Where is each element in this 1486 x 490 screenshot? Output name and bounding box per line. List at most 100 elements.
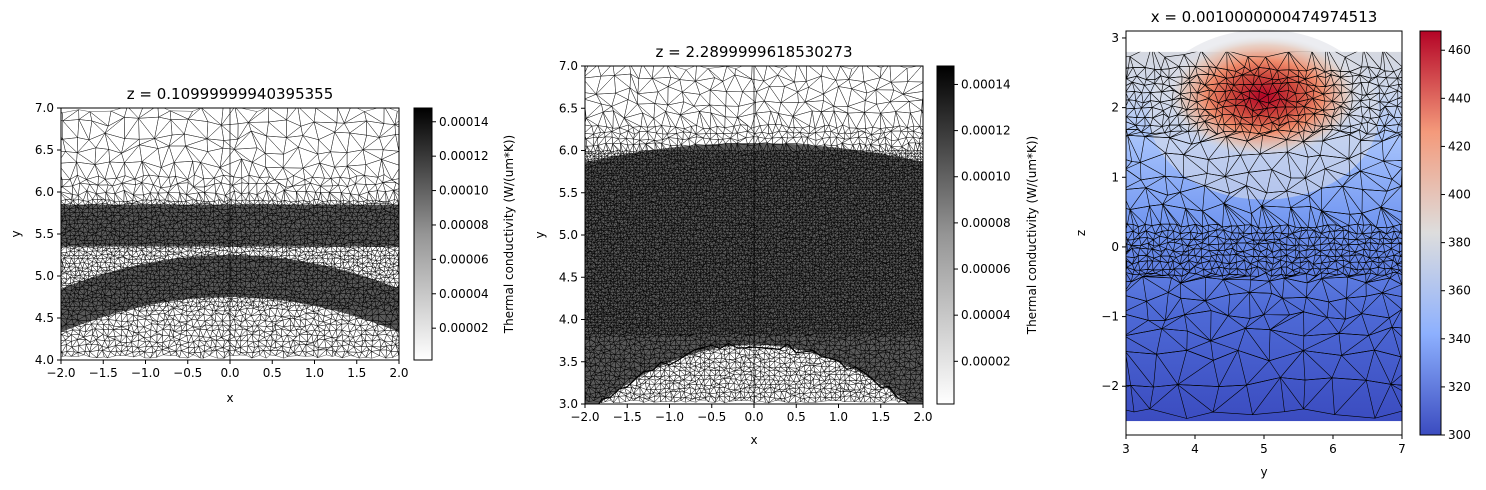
panel-1-y-ticks: 4.0 4.5 5.0 5.5 6.0 6.5 7.0 — [35, 101, 61, 367]
panel-3: 3 4 5 6 7 −2 −1 0 1 2 3 x = 0.0010000000474974513… — [1074, 8, 1471, 479]
panel-2-mesh — [585, 66, 923, 404]
panel-3-x-ticks: 3 4 5 6 7 — [1122, 435, 1406, 456]
panel-1-mesh — [61, 108, 399, 360]
panel-3-y-ticks: −2 −1 0 1 2 3 — [1101, 31, 1126, 393]
colorbar-tick-label: 0.00008 — [961, 216, 1011, 230]
x-tick-label: 3 — [1122, 442, 1130, 456]
panel-1-xlabel: x — [226, 391, 233, 405]
panel-2: −2.0 −1.5 −1.0 −0.5 0.0 0.5 1.0 1.5 2.0 3.0 3.5 4.… — [533, 43, 1039, 447]
x-tick-label: 0.0 — [744, 410, 763, 424]
y-tick-label: −2 — [1101, 379, 1119, 393]
colorbar-tick-label: 320 — [1448, 380, 1471, 394]
x-tick-label: 1.5 — [347, 366, 366, 380]
panel-2-y-ticks: 3.0 3.5 4.0 4.5 5.0 5.5 6.0 6.5 7.0 — [559, 59, 585, 411]
y-tick-label: 6.5 — [35, 143, 54, 157]
panel-1-colorbar — [413, 107, 433, 361]
hotspot — [1168, 36, 1360, 157]
y-tick-label: 3 — [1111, 31, 1119, 45]
x-tick-label: 1.5 — [871, 410, 890, 424]
colorbar-tick-label: 420 — [1448, 139, 1471, 153]
colorbar-tick-label: 360 — [1448, 284, 1471, 298]
mesh-lines — [61, 108, 399, 359]
y-tick-label: 6.0 — [35, 185, 54, 199]
x-tick-label: 1.0 — [305, 366, 324, 380]
panel-2-ylabel: y — [533, 231, 547, 238]
colorbar-tick-label: 440 — [1448, 91, 1471, 105]
colorbar-tick-label: 0.00004 — [961, 308, 1011, 322]
y-tick-label: 5.0 — [559, 228, 578, 242]
panel-1-colorbar-ticks: 0.00002 0.00004 0.00006 0.00008 0.00010 0.000… — [432, 115, 489, 335]
colorbar-tick-label: 300 — [1448, 428, 1471, 442]
colorbar-tick-label: 0.00012 — [439, 149, 489, 163]
colorbar-tick-label: 0.00010 — [439, 184, 489, 198]
panel-2-colorbar — [936, 65, 955, 405]
panel-2-title: z = 2.2899999618530273 — [656, 43, 853, 61]
x-tick-label: 6 — [1329, 442, 1337, 456]
x-tick-label: 0.5 — [263, 366, 282, 380]
colorbar-tick-label: 0.00014 — [439, 115, 489, 129]
x-tick-label: −1.5 — [613, 410, 642, 424]
colorbar-tick-label: 0.00006 — [439, 252, 489, 266]
y-tick-label: 6.0 — [559, 144, 578, 158]
y-tick-label: 4.5 — [559, 270, 578, 284]
colorbar-tick-label: 0.00010 — [961, 170, 1011, 184]
x-tick-label: 1.0 — [829, 410, 848, 424]
y-tick-label: 5.5 — [35, 227, 54, 241]
field-area — [1126, 29, 1402, 422]
panel-3-xlabel: y — [1260, 465, 1267, 479]
x-tick-label: −2.0 — [570, 410, 599, 424]
x-tick-label: −0.5 — [697, 410, 726, 424]
x-tick-label: 7 — [1398, 442, 1406, 456]
x-tick-label: −1.5 — [89, 366, 118, 380]
colorbar-tick-label: 0.00008 — [439, 218, 489, 232]
x-tick-label: −0.5 — [173, 366, 202, 380]
colorbar-tick-label: 340 — [1448, 332, 1471, 346]
y-tick-label: 4.0 — [35, 353, 54, 367]
panel-3-temperature-field — [1126, 29, 1402, 422]
colorbar-tick-label: 0.00004 — [439, 287, 489, 301]
y-tick-label: 1 — [1111, 170, 1119, 184]
mesh-lines — [1126, 51, 1402, 419]
y-tick-label: 5.5 — [559, 186, 578, 200]
x-tick-label: 2.0 — [913, 410, 932, 424]
panel-2-xlabel: x — [750, 433, 757, 447]
mesh-lines — [585, 66, 923, 404]
panel-1-colorbar-label: Thermal conductivity (W/(um*K)) — [502, 135, 516, 335]
x-tick-label: 0.0 — [220, 366, 239, 380]
panel-3-colorbar-ticks: 300 320 340 360 380 400 420 440 460 — [1441, 43, 1471, 442]
y-tick-label: 6.5 — [559, 101, 578, 115]
x-tick-label: 2.0 — [389, 366, 408, 380]
panel-1-x-ticks: −2.0 −1.5 −1.0 −0.5 0.0 0.5 1.0 1.5 2.0 — [46, 360, 409, 380]
colorbar-tick-label: 0.00006 — [961, 262, 1011, 276]
panel-2-x-ticks: −2.0 −1.5 −1.0 −0.5 0.0 0.5 1.0 1.5 2.0 — [570, 404, 933, 424]
x-tick-label: 4 — [1191, 442, 1199, 456]
y-tick-label: 7.0 — [35, 101, 54, 115]
y-tick-label: 3.5 — [559, 355, 578, 369]
x-tick-label: −1.0 — [131, 366, 160, 380]
y-tick-label: 4.0 — [559, 313, 578, 327]
colorbar-tick-label: 0.00002 — [439, 321, 489, 335]
x-tick-label: −2.0 — [46, 366, 75, 380]
y-tick-label: 2 — [1111, 101, 1119, 115]
panel-2-colorbar-label: Thermal conductivity (W/(um*K)) — [1025, 136, 1039, 336]
panel-3-colorbar — [1419, 30, 1442, 436]
x-tick-label: 0.5 — [787, 410, 806, 424]
colorbar-tick-label: 400 — [1448, 188, 1471, 202]
colorbar-tick-label: 0.00002 — [961, 354, 1011, 368]
panel-1-ylabel: y — [9, 230, 23, 237]
panel-1: −2.0 −1.5 −1.0 −0.5 0.0 0.5 1.0 1.5 2.0 4.0 4.5 5.… — [9, 85, 516, 405]
y-tick-label: −1 — [1101, 310, 1119, 324]
y-tick-label: 5.0 — [35, 269, 54, 283]
y-tick-label: 4.5 — [35, 311, 54, 325]
colorbar-tick-label: 0.00012 — [961, 124, 1011, 138]
y-tick-label: 0 — [1111, 240, 1119, 254]
y-tick-label: 7.0 — [559, 59, 578, 73]
x-tick-label: 5 — [1260, 442, 1268, 456]
colorbar-tick-label: 380 — [1448, 236, 1471, 250]
panel-3-ylabel: z — [1074, 230, 1088, 236]
y-tick-label: 3.0 — [559, 397, 578, 411]
x-tick-label: −1.0 — [655, 410, 684, 424]
panel-3-title: x = 0.0010000000474974513 — [1151, 8, 1378, 26]
colorbar-tick-label: 460 — [1448, 43, 1471, 57]
